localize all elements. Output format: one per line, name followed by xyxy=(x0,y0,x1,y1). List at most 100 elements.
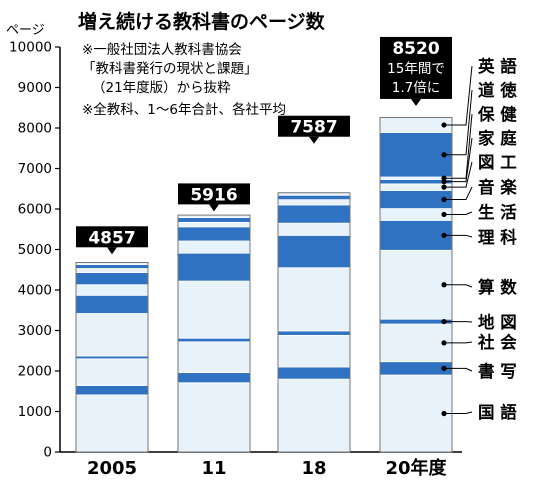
total-callout-pointer xyxy=(209,204,219,212)
bar-segment xyxy=(277,330,351,336)
legend-leader-line xyxy=(444,211,473,215)
bar-segment xyxy=(277,194,351,201)
bar-segment xyxy=(379,183,453,191)
bar-segment xyxy=(379,318,453,325)
note-line-4: ※全教科、1〜6年合計、各社平均 xyxy=(82,101,286,118)
y-tick-label: 1000 xyxy=(18,404,52,420)
x-tick-label: 2005 xyxy=(87,458,137,479)
legend-leader-line xyxy=(444,367,473,372)
bar-segment xyxy=(379,179,453,185)
legend-label: 地 図 xyxy=(478,312,517,332)
y-axis-label: ページ xyxy=(6,23,45,38)
growth-callout-line: 15年間で xyxy=(387,61,445,77)
total-callout-pointer xyxy=(411,98,421,106)
bar-segment xyxy=(75,272,149,286)
y-tick-label: 9000 xyxy=(18,80,52,96)
legend-label: 書 写 xyxy=(478,361,517,381)
legend-label: 家 庭 xyxy=(478,128,517,148)
bar-segment xyxy=(75,394,149,453)
bar-segment xyxy=(277,204,351,224)
bar-segment xyxy=(277,222,351,236)
legend-leader-line xyxy=(444,341,473,344)
bar-segment xyxy=(177,217,251,223)
bar-segment xyxy=(75,385,149,396)
bar-segment xyxy=(75,264,149,269)
y-tick-label: 2000 xyxy=(18,364,52,380)
total-callout-pointer xyxy=(309,136,319,144)
x-tick-label: 18 xyxy=(301,458,326,479)
legend-leader-line xyxy=(444,89,473,156)
legend-leader-line xyxy=(444,284,473,288)
bar-segment xyxy=(277,267,351,332)
growth-callout-line: 1.7倍に xyxy=(392,80,440,96)
note-line-1: ※一般社団法人教科書協会 xyxy=(82,42,242,58)
x-tick-label: 11 xyxy=(201,458,226,479)
bar-segment xyxy=(379,323,453,363)
y-tick-label: 4000 xyxy=(18,283,52,299)
bar-segment xyxy=(277,378,351,453)
legend-leader-line xyxy=(444,113,473,179)
note-line-2: 「教科書発行の現状と課題」 xyxy=(82,61,258,77)
segment-legend: 国 語 書 写 社 会地 図 算 数 理 科 生 活 音 楽 図 工 家 庭 保 健 道 徳 英 語 xyxy=(441,56,517,422)
legend-leader-line xyxy=(444,186,473,200)
legend-label: 道 徳 xyxy=(478,80,517,100)
bar-segment xyxy=(177,221,251,228)
bar-segment xyxy=(379,219,453,251)
x-tick-label: 20年度 xyxy=(385,457,447,479)
bar-segment xyxy=(75,355,149,360)
bar-segment xyxy=(379,132,453,178)
y-tick-label: 5000 xyxy=(18,242,52,258)
bar-outline xyxy=(75,262,149,453)
legend-label: 国 語 xyxy=(478,402,517,422)
bar-segment xyxy=(277,366,351,380)
bar-outline xyxy=(277,192,351,453)
legend-label: 保 健 xyxy=(477,104,517,124)
legend-leader-line xyxy=(444,137,473,183)
y-tick-label: 3000 xyxy=(18,323,52,339)
y-tick-label: 7000 xyxy=(18,161,52,177)
bar-segment xyxy=(177,240,251,254)
legend-label: 図 工 xyxy=(478,153,517,172)
legend-leader-line xyxy=(444,161,473,188)
bar-segment xyxy=(379,117,453,133)
y-tick-label: 8000 xyxy=(18,121,52,137)
legend-label: 音 楽 xyxy=(478,177,517,197)
y-tick-label: 6000 xyxy=(18,202,52,218)
bar-segment xyxy=(75,294,149,314)
bar-segment xyxy=(177,226,251,242)
bar-segment xyxy=(379,361,453,376)
total-callout-value: 4857 xyxy=(88,228,135,248)
total-callouts: 4857 5916 7587 8520 15年間で 1.7倍に xyxy=(76,36,452,255)
bar-segment xyxy=(277,199,351,206)
legend-leader-line xyxy=(444,65,473,126)
bar-segment xyxy=(379,189,453,209)
bar-segment xyxy=(75,358,149,386)
bar-segment xyxy=(277,334,351,368)
bar-segment xyxy=(379,249,453,320)
y-axis: 0 1000 2000 3000 4000 5000 6000 7000 8000 9000 100… xyxy=(9,40,462,461)
chart-notes: ※一般社団法人教科書協会 「教科書発行の現状と課題」 （21年度版）から抜粋 ※… xyxy=(82,42,286,118)
bar-segment xyxy=(177,341,251,374)
legend-leader-line xyxy=(444,411,473,415)
total-callout-box xyxy=(178,183,250,205)
stacked-bars: 2005 11 18 20年度 xyxy=(75,117,453,479)
total-callout-pointer xyxy=(107,247,117,255)
chart-title: 増え続ける教科書のページ数 xyxy=(78,10,326,33)
total-callout-box xyxy=(380,36,452,99)
legend-label: 理 科 xyxy=(478,227,517,247)
legend-label: 算 数 xyxy=(477,277,517,297)
total-callout-value: 7587 xyxy=(290,118,337,138)
y-tick-label: 0 xyxy=(43,445,52,461)
legend-leader-line xyxy=(444,234,473,238)
bar-segment xyxy=(75,268,149,273)
bar-segment xyxy=(379,374,453,453)
total-callout-value: 5916 xyxy=(190,185,237,205)
bar-outline xyxy=(177,214,251,453)
bar-segment xyxy=(177,337,251,343)
bar-segment xyxy=(277,234,351,269)
total-callout-value: 8520 xyxy=(392,39,439,59)
note-line-3: （21年度版）から抜粋 xyxy=(92,80,231,96)
bar-segment xyxy=(177,252,251,282)
total-callout-box xyxy=(278,115,350,137)
